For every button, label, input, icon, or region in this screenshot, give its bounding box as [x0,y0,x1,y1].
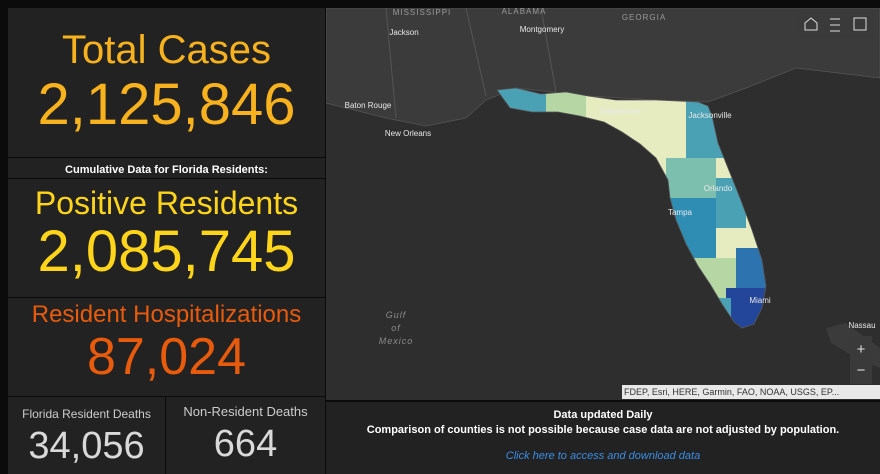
value: 34,056 [28,425,145,467]
legend-button[interactable] [830,18,840,32]
city-label: Tallahassee [599,107,642,116]
total-cases-panel: Total Cases 2,125,846 [8,8,325,157]
border [465,8,487,97]
home-button[interactable] [804,17,818,31]
city-label: Miami [749,296,771,305]
zoom-button[interactable]: − [857,362,866,379]
hospitalizations-panel: Resident Hospitalizations 87,024 [8,298,325,396]
label: Non-Resident Deaths [183,404,308,419]
update-note: Data updated Daily [553,409,653,421]
label: Total Cases [62,28,271,72]
toolbar [798,12,874,38]
note: Cumulative Data for Florida Residents: [8,158,325,178]
city-label: Nassau [848,321,875,330]
city-label: Tampa [668,208,693,217]
value: 2,125,846 [37,72,296,137]
zoom-button[interactable]: + [857,341,866,358]
map: MISSISSIPPI ALABAMA GEORGIA Jackson Montgome… [326,8,880,400]
positive-residents-panel: Positive Residents 2,085,745 [8,179,325,297]
city-label: New Orleans [385,129,431,138]
state-label: MISSISSIPPI [393,8,452,17]
label: Resident Hospitalizations [31,301,302,328]
water-label: of [391,323,401,333]
download-link[interactable]: Click here to access and download data [505,450,701,462]
zoom-control [850,336,872,384]
water-label: Mexico [379,336,414,346]
city-label: Baton Rouge [345,101,392,110]
attribution: FDEP, Esri, HERE, Garmin, FAO, NOAA, USG… [624,387,839,397]
value: 664 [213,423,278,465]
land [326,8,880,127]
resident-deaths-panel: Florida Resident Deaths 34,056 [8,397,165,474]
value: 2,085,745 [37,219,296,284]
border [385,8,397,119]
city-label: Montgomery [520,25,564,34]
state-label: GEORGIA [622,13,666,22]
state-label: ALABAMA [502,8,547,16]
non-resident-deaths-panel: Non-Resident Deaths 664 [166,397,325,474]
info-panel: Data updated Daily Comparison of countie… [326,402,880,474]
label: Positive Residents [34,185,299,221]
basemap-button[interactable] [853,17,867,31]
florida-outline [496,87,767,329]
water-label: Gulf [386,310,407,320]
city-label: Orlando [704,184,733,193]
border [540,8,557,93]
value: 87,024 [86,328,247,386]
city-label: Jackson [389,28,418,37]
comparison-note: Comparison of counties is not possible b… [366,424,840,436]
label: Florida Resident Deaths [22,407,151,421]
attribution-bg [622,385,880,399]
city-label: Jacksonville [688,111,732,120]
